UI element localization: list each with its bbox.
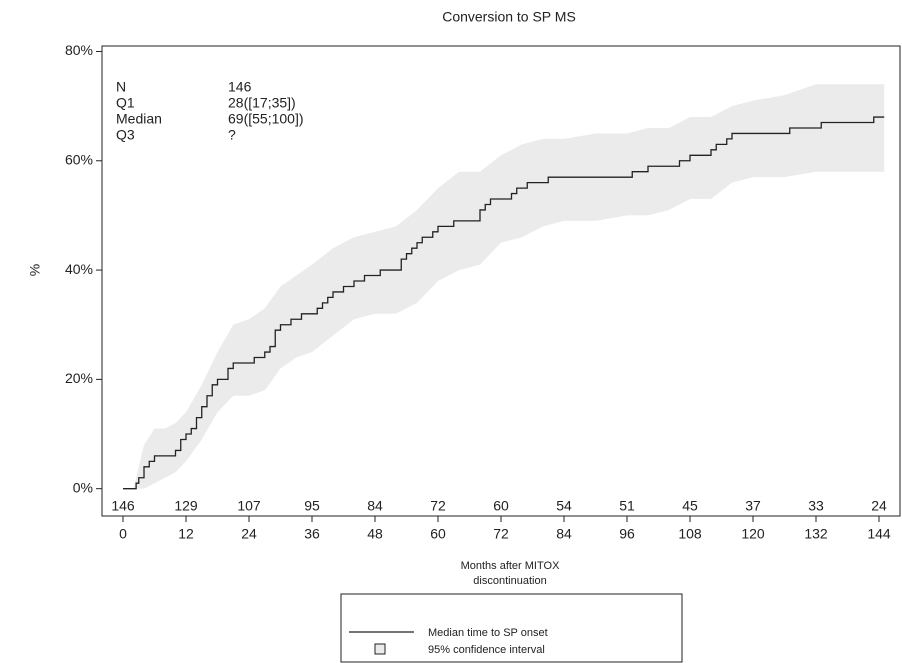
x-tick-label: 24: [241, 526, 257, 542]
stat-value: 146: [228, 79, 252, 95]
x-tick-label: 84: [556, 526, 572, 542]
legend-label: Median time to SP onset: [428, 627, 548, 639]
at-risk-label: 51: [619, 498, 635, 514]
x-tick-label: 120: [741, 526, 765, 542]
y-tick-label: 0%: [73, 479, 93, 495]
y-tick-label: 40%: [65, 261, 93, 277]
legend-label: 95% confidence interval: [428, 644, 545, 656]
legend-band-swatch: [374, 643, 386, 655]
y-tick-label: 60%: [65, 151, 93, 167]
stat-name: Median: [116, 111, 162, 127]
at-risk-label: 146: [111, 498, 135, 514]
chart-title: Conversion to SP MS: [442, 9, 576, 25]
at-risk-label: 24: [871, 498, 887, 514]
y-tick-label: 80%: [65, 42, 93, 58]
y-tick-label: 20%: [65, 370, 93, 386]
x-tick-label: 48: [367, 526, 383, 542]
at-risk-label: 37: [745, 498, 761, 514]
at-risk-label: 95: [304, 498, 320, 514]
x-tick-label: 36: [304, 526, 320, 542]
x-tick-label: 132: [804, 526, 828, 542]
x-tick-label: 72: [493, 526, 509, 542]
at-risk-label: 54: [556, 498, 572, 514]
at-risk-label: 129: [174, 498, 198, 514]
x-tick-label: 60: [430, 526, 446, 542]
at-risk-label: 60: [493, 498, 509, 514]
at-risk-label: 84: [367, 498, 383, 514]
x-tick-label: 12: [178, 526, 194, 542]
x-tick-label: 96: [619, 526, 635, 542]
stat-name: Q1: [116, 95, 135, 111]
stat-name: Q3: [116, 127, 135, 143]
y-axis-label: %: [27, 264, 43, 276]
legend-box: [340, 593, 683, 663]
at-risk-label: 72: [430, 498, 446, 514]
x-axis-label: discontinuation: [473, 575, 546, 587]
stat-value: 28([17;35]): [228, 95, 296, 111]
stat-value: ?: [228, 127, 236, 143]
at-risk-label: 45: [682, 498, 698, 514]
stat-name: N: [116, 79, 126, 95]
at-risk-label: 107: [237, 498, 261, 514]
at-risk-label: 33: [808, 498, 824, 514]
x-tick-label: 144: [867, 526, 891, 542]
x-axis-label: Months after MITOX: [461, 560, 560, 572]
x-tick-label: 0: [119, 526, 127, 542]
confidence-band: [133, 84, 885, 489]
survival-curve: [123, 116, 885, 490]
stat-value: 69([55;100]): [228, 111, 304, 127]
x-tick-label: 108: [678, 526, 702, 542]
